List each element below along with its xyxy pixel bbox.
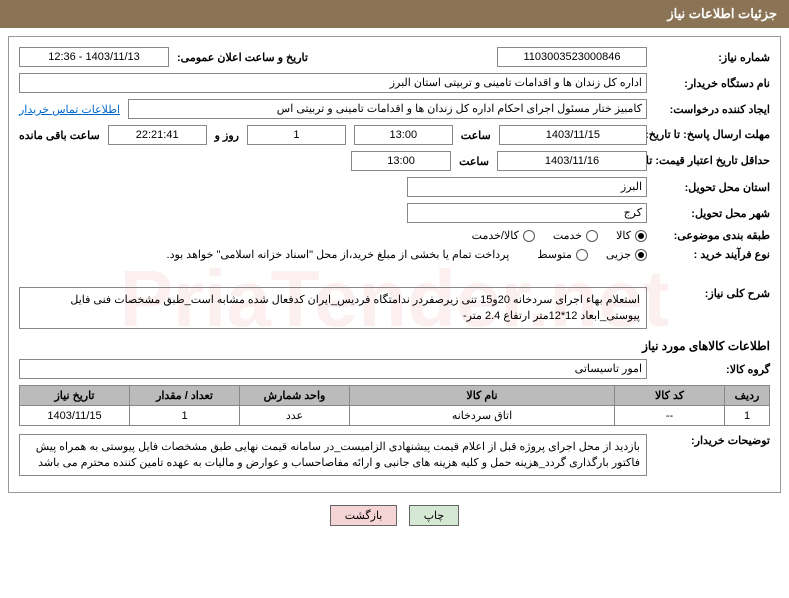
announce-date-label: تاریخ و ساعت اعلان عمومی:: [177, 51, 308, 64]
radio-service-circle: [586, 230, 598, 242]
cell-date: 1403/11/15: [20, 406, 130, 426]
process-radio-group: جزیی متوسط: [537, 248, 647, 261]
radio-goods-service[interactable]: کالا/خدمت: [472, 229, 535, 242]
radio-goods-label: کالا: [616, 229, 631, 242]
buyer-notes-label: توضیحات خریدار:: [655, 434, 770, 447]
response-deadline-time: 13:00: [354, 125, 453, 145]
radio-partial-circle: [635, 249, 647, 261]
cell-row: 1: [725, 406, 770, 426]
buyer-org-label: نام دستگاه خریدار:: [655, 77, 770, 90]
price-validity-time: 13:00: [351, 151, 451, 171]
radio-goods-circle: [635, 230, 647, 242]
radio-goods-service-circle: [523, 230, 535, 242]
need-number-label: شماره نیاز:: [655, 51, 770, 64]
button-row: چاپ بازگشت: [0, 505, 789, 526]
radio-goods-service-label: کالا/خدمت: [472, 229, 519, 242]
price-validity-date: 1403/11/16: [497, 151, 647, 171]
delivery-province-label: استان محل تحویل:: [655, 181, 770, 194]
print-button[interactable]: چاپ: [409, 505, 460, 526]
goods-table: ردیف کد کالا نام کالا واحد شمارش تعداد /…: [19, 385, 770, 426]
th-name: نام کالا: [350, 386, 615, 406]
th-code: کد کالا: [615, 386, 725, 406]
days-and-label: روز و: [215, 129, 239, 142]
delivery-city-label: شهر محل تحویل:: [655, 207, 770, 220]
table-row: 1 -- اتاق سردخانه عدد 1 1403/11/15: [20, 406, 770, 426]
page-title: جزئیات اطلاعات نیاز: [667, 6, 777, 21]
radio-medium-label: متوسط: [537, 248, 572, 261]
days-remaining: 1: [247, 125, 346, 145]
response-deadline-label: مهلت ارسال پاسخ: تا تاریخ:: [655, 129, 770, 142]
goods-group-value: امور تاسیساتی: [19, 359, 647, 379]
cell-name: اتاق سردخانه: [350, 406, 615, 426]
contact-link[interactable]: اطلاعات تماس خریدار: [19, 103, 120, 116]
category-label: طبقه بندی موضوعی:: [655, 229, 770, 242]
announce-date-value: 1403/11/13 - 12:36: [19, 47, 169, 67]
radio-partial-label: جزیی: [606, 248, 631, 261]
radio-service-label: خدمت: [553, 229, 582, 242]
goods-group-label: گروه کالا:: [655, 363, 770, 376]
purchase-process-label: نوع فرآیند خرید :: [655, 248, 770, 261]
table-header-row: ردیف کد کالا نام کالا واحد شمارش تعداد /…: [20, 386, 770, 406]
goods-info-title: اطلاعات کالاهای مورد نیاز: [19, 339, 770, 353]
radio-medium[interactable]: متوسط: [537, 248, 588, 261]
radio-goods[interactable]: کالا: [616, 229, 647, 242]
th-qty: تعداد / مقدار: [130, 386, 240, 406]
general-desc-label: شرح کلی نیاز:: [655, 287, 770, 300]
delivery-province-value: البرز: [407, 177, 647, 197]
back-button[interactable]: بازگشت: [330, 505, 398, 526]
time-label-2: ساعت: [459, 155, 489, 168]
price-validity-label: حداقل تاریخ اعتبار قیمت: تا تاریخ:: [655, 155, 770, 168]
cell-code: --: [615, 406, 725, 426]
need-number-value: 1103003523000846: [497, 47, 647, 67]
remaining-label: ساعت باقی مانده: [19, 129, 100, 142]
th-date: تاریخ نیاز: [20, 386, 130, 406]
radio-service[interactable]: خدمت: [553, 229, 598, 242]
general-desc-value: استعلام بهاء اجرای سردخانه 20و15 تنی زیر…: [19, 287, 647, 329]
requester-value: کامبیز ختار مسئول اجرای احکام اداره کل ز…: [128, 99, 647, 119]
page-header: جزئیات اطلاعات نیاز: [0, 0, 789, 28]
cell-unit: عدد: [240, 406, 350, 426]
delivery-city-value: کرج: [407, 203, 647, 223]
radio-medium-circle: [576, 249, 588, 261]
time-label-1: ساعت: [461, 129, 491, 142]
th-unit: واحد شمارش: [240, 386, 350, 406]
requester-label: ایجاد کننده درخواست:: [655, 103, 770, 116]
th-row: ردیف: [725, 386, 770, 406]
buyer-notes-value: بازدید از محل اجرای پروژه قبل از اعلام ق…: [19, 434, 647, 476]
payment-note: پرداخت تمام یا بخشی از مبلغ خرید،از محل …: [167, 248, 510, 261]
buyer-org-value: اداره کل زندان ها و اقدامات تامینی و ترب…: [19, 73, 647, 93]
category-radio-group: کالا خدمت کالا/خدمت: [472, 229, 647, 242]
cell-qty: 1: [130, 406, 240, 426]
response-deadline-date: 1403/11/15: [499, 125, 647, 145]
countdown-time: 22:21:41: [108, 125, 207, 145]
radio-partial[interactable]: جزیی: [606, 248, 647, 261]
main-form: شماره نیاز: 1103003523000846 تاریخ و ساع…: [8, 36, 781, 493]
